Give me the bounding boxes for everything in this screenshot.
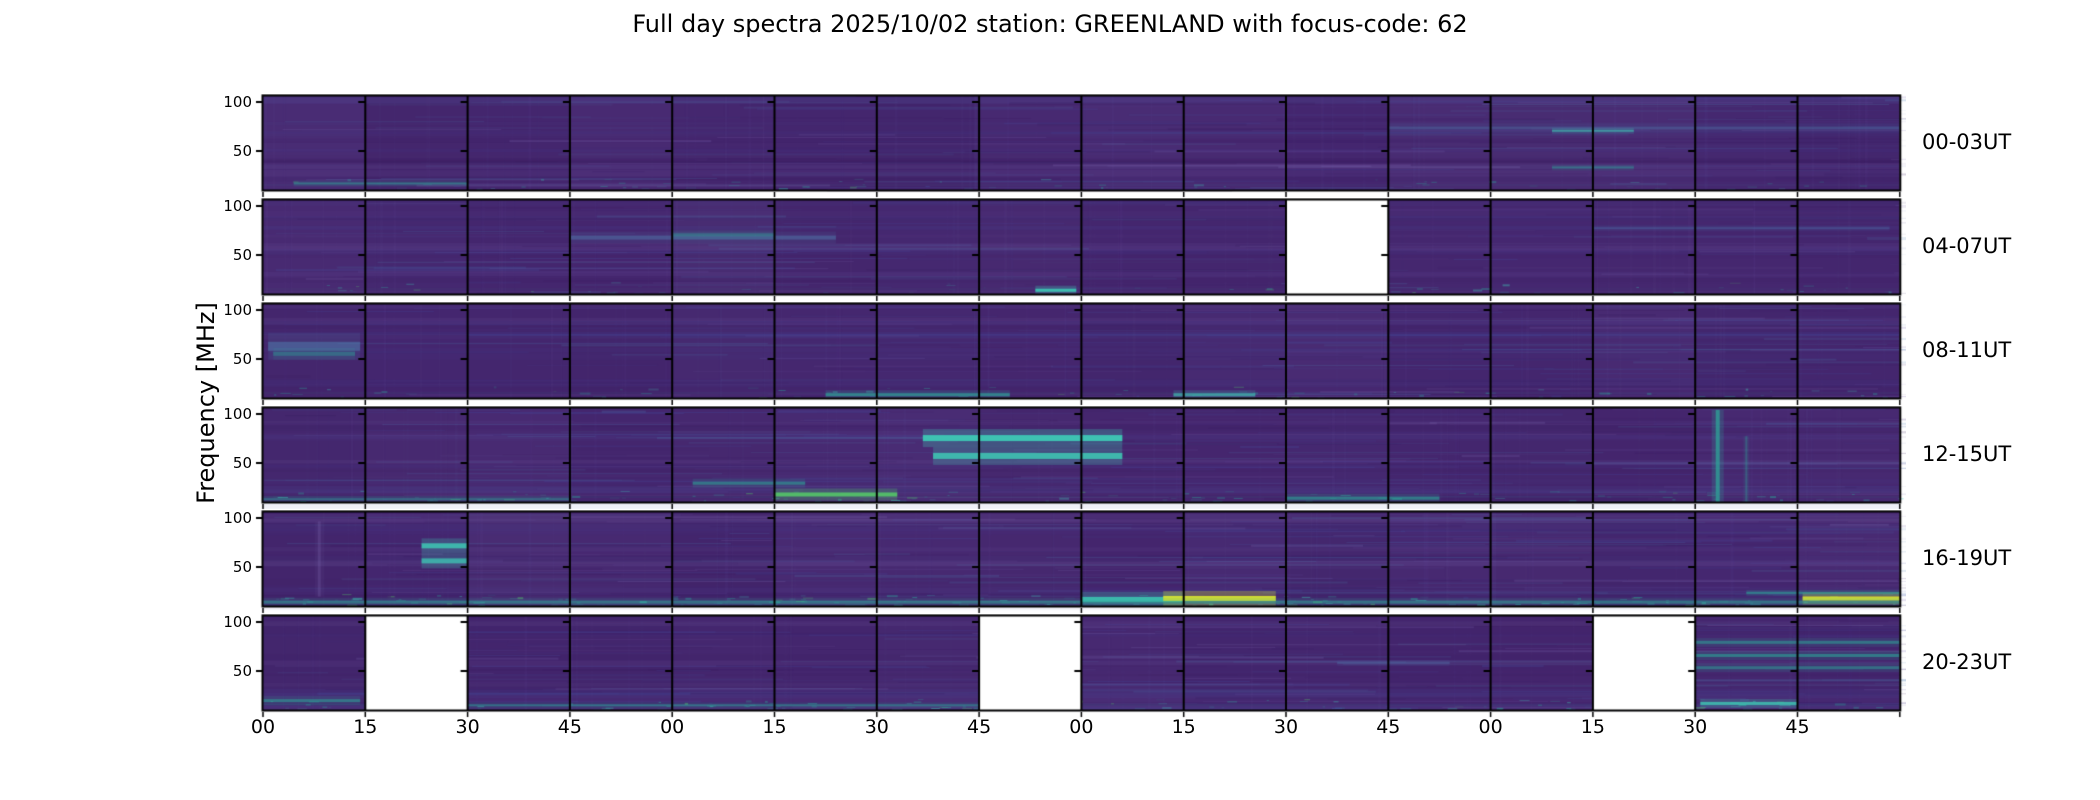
x-tick-label-9: 15	[1171, 716, 1196, 738]
y-tick-label-100mhz: 100	[223, 613, 252, 631]
row-label-00-03ut: 00-03UT	[1922, 130, 2012, 154]
x-tick-label-14: 30	[1683, 716, 1708, 738]
y-tick-label-50mhz: 50	[232, 558, 252, 576]
y-axis-label: Frequency [MHz]	[192, 302, 220, 504]
x-tick-label-0: 00	[250, 716, 276, 738]
x-tick-label-5: 15	[762, 716, 787, 738]
spectrogram-row-00-03ut	[255, 94, 1906, 199]
row-label-12-15ut: 12-15UT	[1922, 442, 2012, 466]
x-tick-label-10: 30	[1273, 716, 1299, 738]
y-tick-label-50mhz: 50	[232, 142, 252, 160]
x-tick-label-1: 15	[353, 716, 378, 738]
row-label-20-23ut: 20-23UT	[1922, 650, 2012, 674]
y-tick-label-100mhz: 100	[223, 197, 252, 215]
x-tick-label-3: 45	[557, 716, 582, 738]
y-tick-label-100mhz: 100	[223, 405, 252, 423]
x-tick-label-13: 15	[1580, 716, 1605, 738]
spectrogram-row-04-07ut	[255, 198, 1906, 303]
x-tick-label-7: 45	[967, 716, 992, 738]
spectrogram-row-12-15ut	[255, 406, 1906, 511]
x-tick-label-11: 45	[1376, 716, 1401, 738]
y-tick-label-50mhz: 50	[232, 246, 252, 264]
y-tick-label-100mhz: 100	[223, 93, 252, 111]
spectrogram-row-08-11ut	[255, 302, 1906, 407]
y-tick-label-50mhz: 50	[232, 662, 252, 680]
x-tick-label-8: 00	[1069, 716, 1094, 738]
y-tick-label-50mhz: 50	[232, 350, 252, 368]
x-tick-label-15: 45	[1785, 716, 1810, 738]
figure-title: Full day spectra 2025/10/02 station: GRE…	[632, 10, 1468, 38]
row-label-08-11ut: 08-11UT	[1922, 338, 2012, 362]
x-tick-label-12: 00	[1478, 716, 1503, 738]
row-label-16-19ut: 16-19UT	[1922, 546, 2012, 570]
x-tick-label-6: 30	[864, 716, 889, 738]
x-tick-label-4: 00	[660, 716, 685, 738]
x-tick-label-2: 30	[455, 716, 480, 738]
row-label-04-07ut: 04-07UT	[1922, 234, 2012, 258]
y-tick-label-50mhz: 50	[232, 454, 252, 472]
spectrogram-row-16-19ut	[255, 510, 1906, 615]
y-tick-label-100mhz: 100	[223, 301, 252, 319]
spectrogram-row-20-23ut	[255, 614, 1906, 719]
y-tick-label-100mhz: 100	[223, 509, 252, 527]
